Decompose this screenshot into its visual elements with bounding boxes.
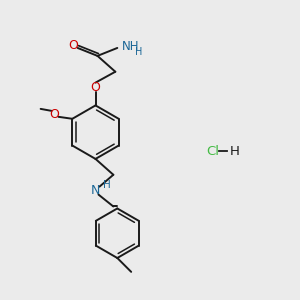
Text: H: H xyxy=(135,47,142,57)
Text: H: H xyxy=(103,180,111,190)
Text: NH: NH xyxy=(122,40,140,53)
Text: O: O xyxy=(91,81,100,94)
Text: Cl: Cl xyxy=(206,146,220,158)
Text: O: O xyxy=(50,108,59,121)
Text: O: O xyxy=(68,40,78,52)
Text: H: H xyxy=(229,146,239,158)
Text: N: N xyxy=(91,184,100,197)
